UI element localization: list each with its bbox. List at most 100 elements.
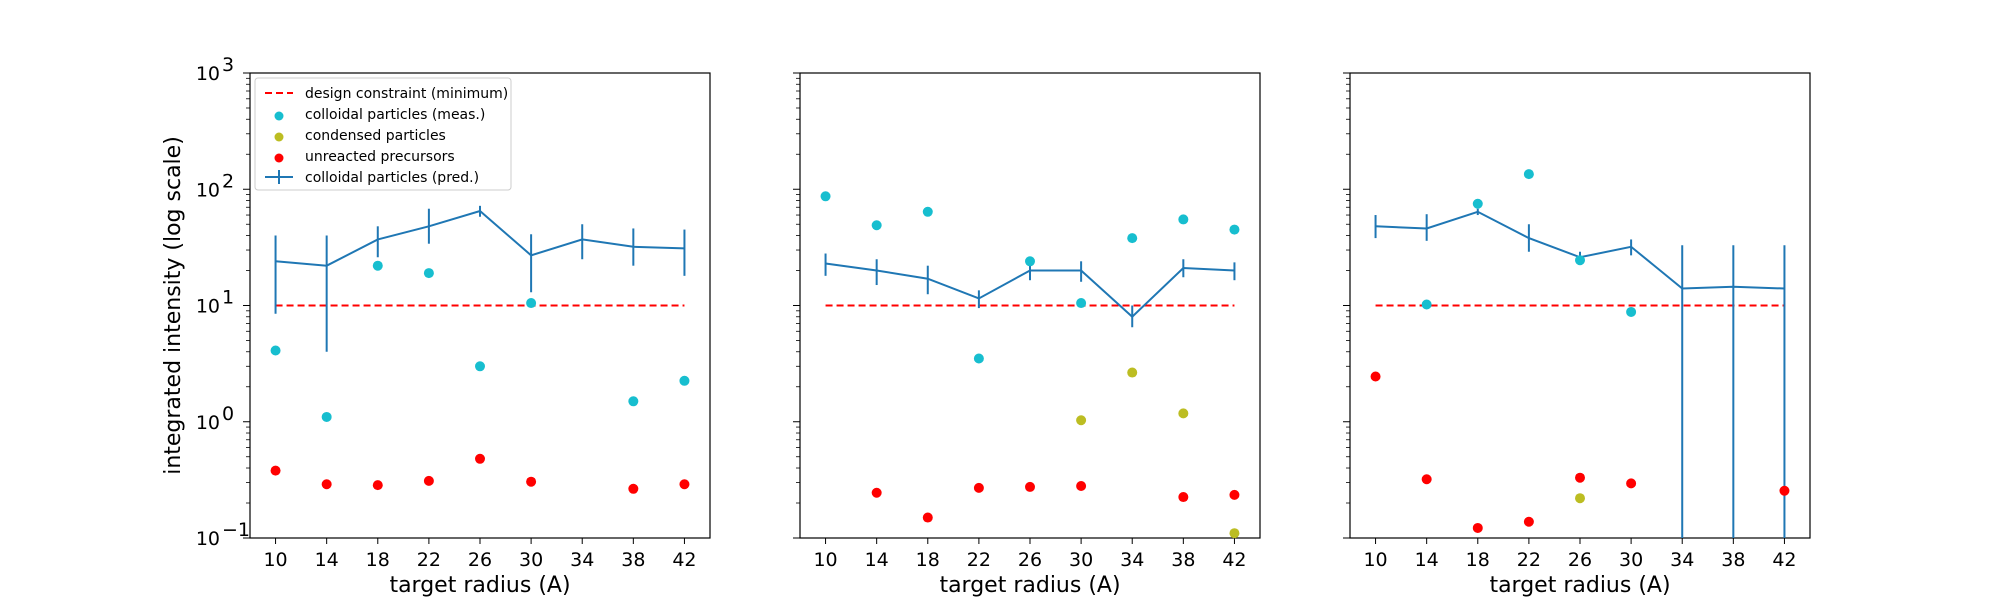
y-tick-exponent: −1	[222, 519, 250, 541]
x-tick-label: 10	[1363, 549, 1387, 571]
colloidal-meas-point	[423, 268, 434, 279]
unreacted-point	[1178, 492, 1189, 503]
colloidal-meas-point	[270, 345, 281, 356]
y-tick-exponent: 2	[222, 170, 234, 192]
colloidal-meas-point	[1575, 255, 1585, 266]
x-tick-label: 22	[967, 549, 991, 571]
unreacted-point	[1076, 481, 1087, 492]
x-tick-label: 18	[916, 549, 940, 571]
colloidal-meas-point	[871, 220, 882, 231]
colloidal-meas-point	[922, 206, 933, 217]
colloidal-meas-point	[372, 260, 383, 271]
unreacted-point	[1575, 472, 1585, 483]
y-tick-exponent: 3	[222, 54, 234, 76]
legend-label: unreacted precursors	[305, 149, 455, 165]
unreacted-point	[321, 479, 332, 490]
unreacted-point	[973, 482, 984, 493]
legend-label: colloidal particles (pred.)	[305, 170, 479, 186]
unreacted-point	[270, 465, 281, 476]
condensed-point	[1575, 493, 1585, 504]
colloidal-meas-point	[1178, 214, 1189, 225]
x-tick-label: 26	[1018, 549, 1042, 571]
x-tick-label: 18	[366, 549, 390, 571]
unreacted-point	[526, 476, 537, 487]
x-tick-label: 22	[1517, 549, 1541, 571]
x-tick-label: 42	[1772, 549, 1796, 571]
x-tick-label: 14	[865, 549, 889, 571]
y-tick-label: 10	[196, 412, 220, 434]
x-tick-label: 30	[519, 549, 543, 571]
x-tick-label: 14	[315, 549, 339, 571]
x-tick-label: 26	[1568, 549, 1592, 571]
x-axis-label: target radius (A)	[939, 573, 1120, 598]
x-tick-label: 10	[813, 549, 837, 571]
unreacted-point	[922, 512, 933, 523]
chart-panel-3: 10 14 18 22 26 30 34 38 42 target radius (A)	[1343, 72, 1811, 598]
unreacted-point	[1421, 474, 1432, 485]
unreacted-point	[1025, 481, 1035, 492]
y-tick-exponent: 0	[222, 403, 234, 425]
unreacted-point	[871, 487, 882, 498]
colloidal-pred-line	[275, 209, 685, 267]
legend-marker	[274, 153, 284, 163]
colloidal-meas-point	[973, 353, 984, 364]
legend-marker	[274, 111, 284, 121]
colloidal-meas-point	[475, 361, 485, 372]
y-axis-label: integrated intensity (log scale)	[161, 136, 186, 475]
x-tick-label: 26	[468, 549, 492, 571]
unreacted-point	[1523, 516, 1534, 527]
condensed-point	[1127, 367, 1138, 378]
unreacted-point	[475, 453, 485, 464]
condensed-point	[1229, 528, 1240, 539]
colloidal-meas-point	[321, 411, 332, 422]
unreacted-point	[628, 483, 639, 494]
colloidal-meas-point	[628, 396, 639, 407]
colloidal-meas-point	[526, 298, 537, 309]
unreacted-point	[372, 480, 383, 491]
legend: design constraint (minimum) colloidal par…	[254, 77, 512, 191]
x-tick-label: 14	[1415, 549, 1439, 571]
legend-label: colloidal particles (meas.)	[305, 107, 485, 123]
unreacted-point	[1229, 489, 1240, 500]
unreacted-point	[423, 475, 434, 486]
unreacted-point	[1472, 522, 1483, 533]
y-tick-label: 10	[196, 528, 220, 550]
x-tick-label: 42	[1222, 549, 1246, 571]
x-tick-label: 22	[417, 549, 441, 571]
y-tick-label: 10	[196, 296, 220, 318]
y-tick-label: 10	[196, 63, 220, 85]
x-tick-label: 10	[263, 549, 287, 571]
colloidal-meas-point	[679, 375, 690, 386]
colloidal-meas-point	[820, 191, 831, 202]
legend-marker	[274, 132, 284, 142]
colloidal-meas-point	[1076, 298, 1087, 309]
legend-box	[254, 77, 512, 191]
colloidal-meas-point	[1472, 198, 1483, 209]
x-axis-label: target radius (A)	[1489, 573, 1670, 598]
y-tick-label: 10	[196, 179, 220, 201]
x-tick-label: 38	[621, 549, 645, 571]
colloidal-meas-point	[1421, 299, 1432, 310]
condensed-point	[1178, 408, 1189, 419]
x-tick-label: 38	[1171, 549, 1195, 571]
x-tick-label: 34	[570, 549, 594, 571]
x-tick-label: 18	[1466, 549, 1490, 571]
unreacted-point	[1626, 478, 1637, 489]
x-tick-label: 30	[1619, 549, 1643, 571]
unreacted-point	[1779, 485, 1790, 496]
x-tick-label: 30	[1069, 549, 1093, 571]
colloidal-meas-point	[1127, 233, 1138, 244]
legend-label: condensed particles	[305, 128, 446, 144]
chart-panel-2: 10 14 18 22 26 30 34 38 42 target radius (A)	[793, 72, 1261, 598]
condensed-point	[1076, 415, 1087, 426]
colloidal-meas-point	[1229, 224, 1240, 235]
colloidal-pred-line	[1375, 210, 1785, 290]
unreacted-point	[1370, 371, 1381, 382]
x-tick-label: 42	[672, 549, 696, 571]
x-tick-label: 34	[1670, 549, 1694, 571]
colloidal-meas-point	[1025, 256, 1035, 267]
colloidal-meas-point	[1626, 306, 1637, 317]
